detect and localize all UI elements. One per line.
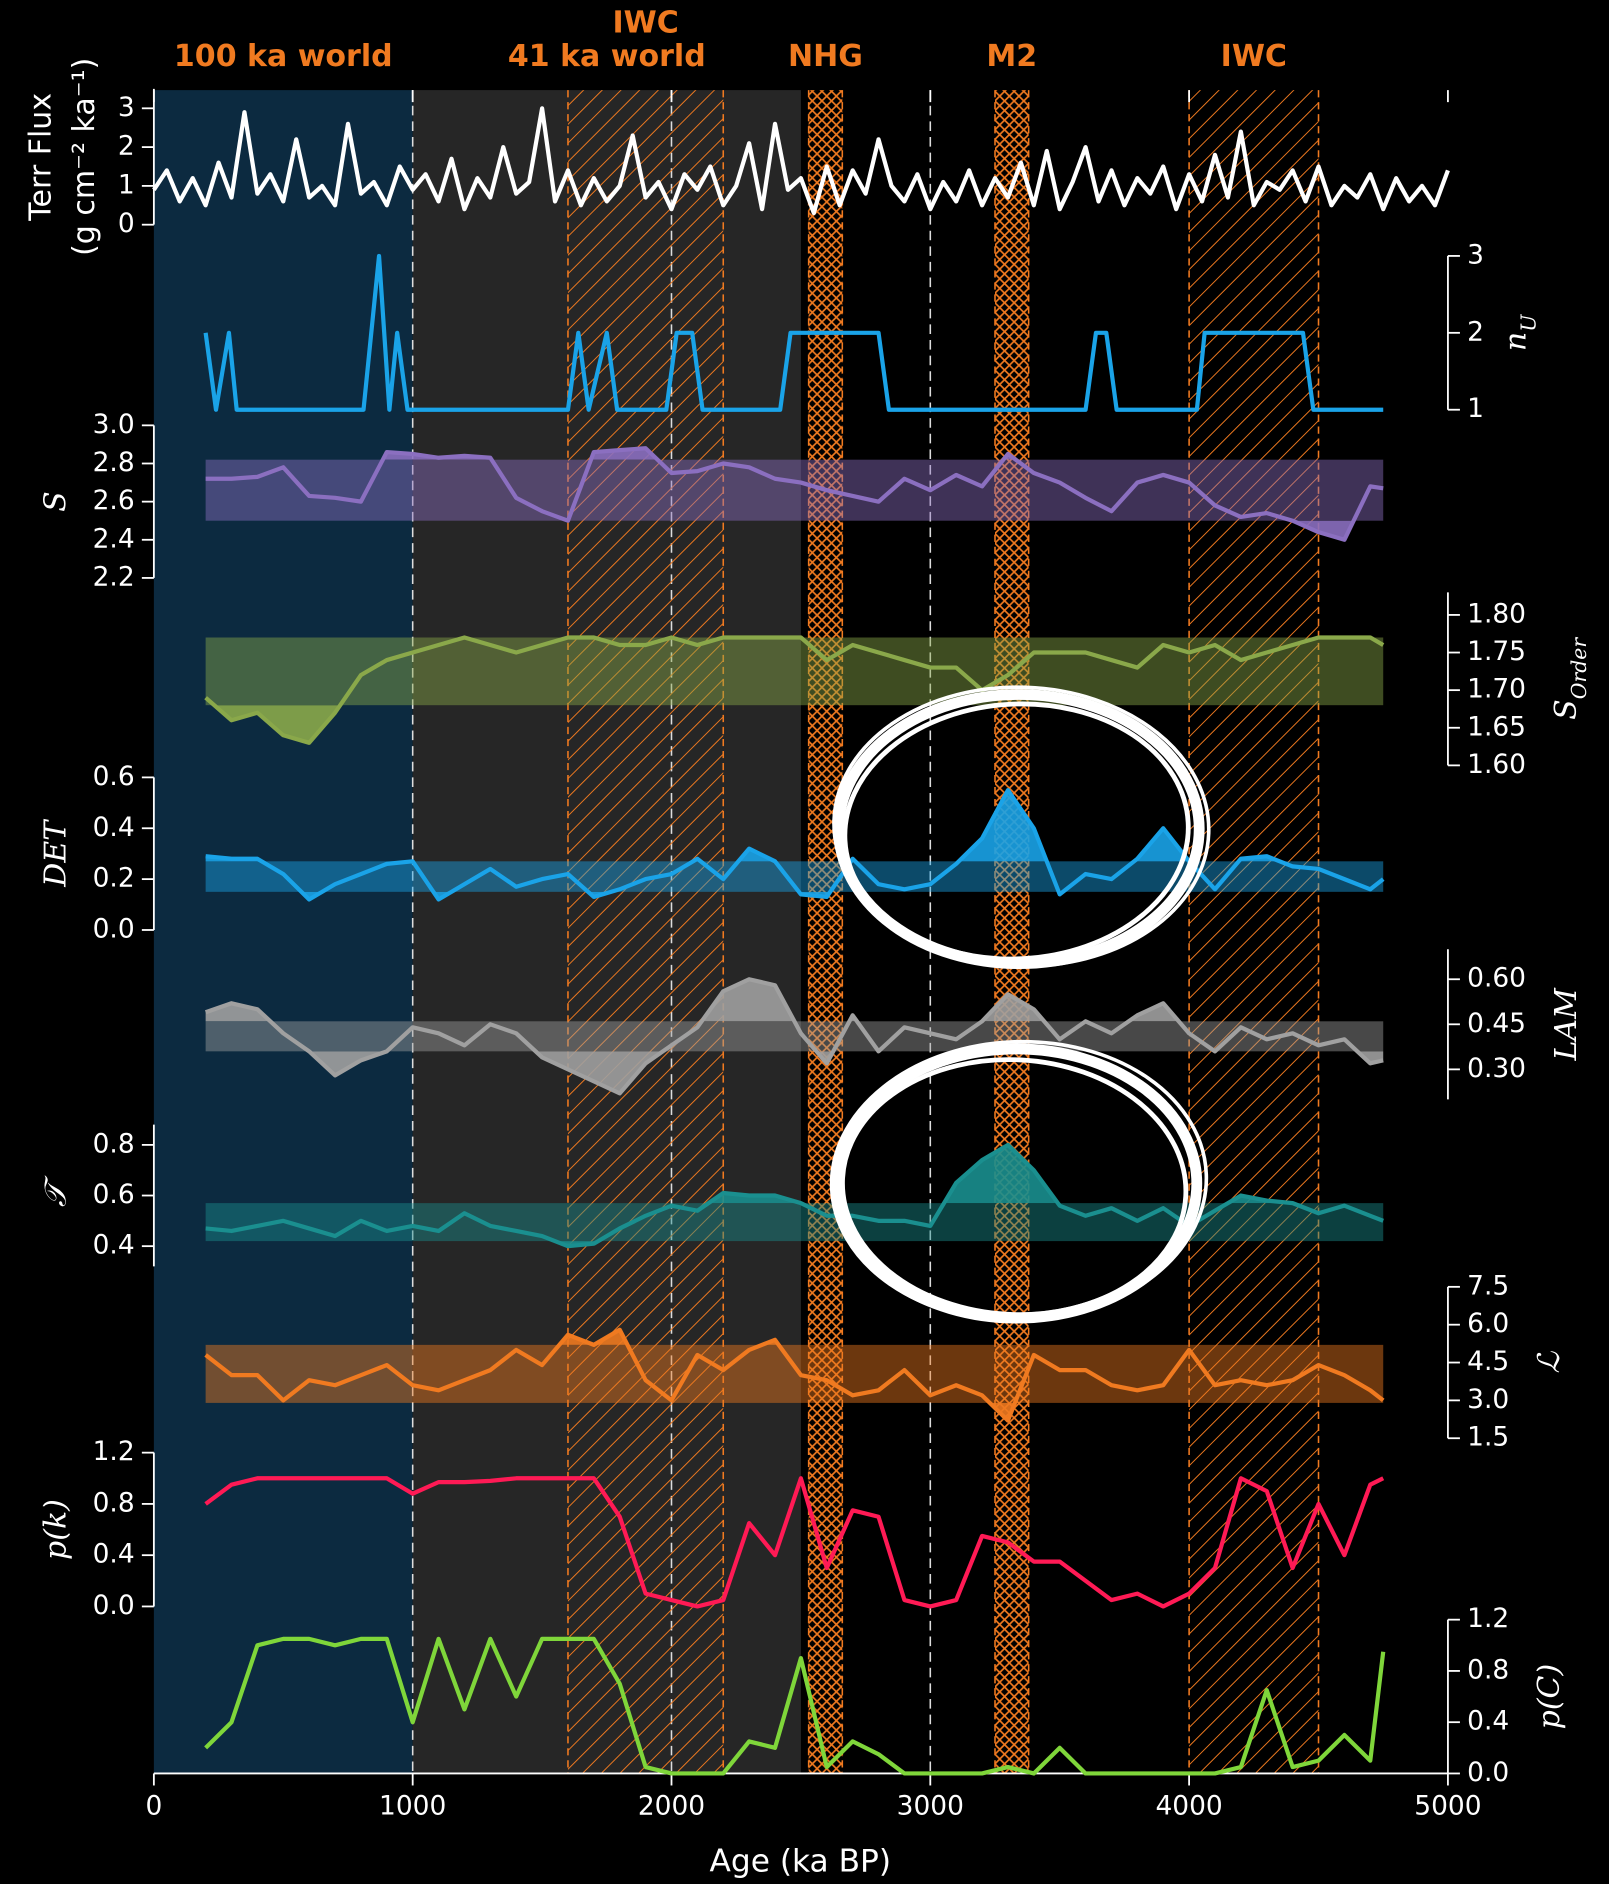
y-axis-title-text: LAM <box>1549 987 1584 1062</box>
y-tick-label: 0.0 <box>1467 1757 1509 1788</box>
y-tick-label: 0.2 <box>93 863 135 894</box>
y-tick-label: 1.2 <box>93 1436 135 1467</box>
y-tick-label: 0.4 <box>93 812 135 843</box>
y-tick-label: 0.6 <box>93 761 135 792</box>
y-axis-title: S <box>39 491 74 512</box>
x-axis-title: Age (ka BP) <box>710 1843 892 1879</box>
band <box>206 1203 1384 1241</box>
y-tick-label: 1.80 <box>1467 598 1526 629</box>
y-axis-title-text: DET <box>39 819 74 888</box>
y-tick-label: 3 <box>118 92 135 123</box>
x-tick-label: 1000 <box>379 1791 446 1822</box>
y-axis-title-text: n <box>1499 332 1534 351</box>
y-tick-label: 2 <box>1467 316 1484 347</box>
y-axis-title: LAM <box>1549 987 1584 1062</box>
y-tick-label: 1.2 <box>1467 1603 1509 1634</box>
y-tick-label: 3 <box>1467 239 1484 270</box>
y-tick-label: 0.0 <box>93 913 135 944</box>
y-axis-title: Terr Flux <box>24 93 59 222</box>
era-region <box>154 90 413 1773</box>
y-tick-label: 2.2 <box>93 561 135 592</box>
y-tick-label: 0.8 <box>93 1128 135 1159</box>
era-label: 100 ka world <box>174 39 393 74</box>
y-axis-title-sub: U <box>1516 314 1540 332</box>
y-axis-title: p(C) <box>1532 1664 1567 1730</box>
x-tick-label: 0 <box>145 1791 162 1822</box>
x-tick-label: 4000 <box>1155 1791 1222 1822</box>
y-tick-label: 0 <box>118 208 135 239</box>
y-tick-label: 1.70 <box>1467 674 1526 705</box>
y-axis-title-text: S <box>1549 699 1584 720</box>
y-axis-title-sub: Order <box>1567 637 1591 700</box>
x-tick-label: 2000 <box>638 1791 705 1822</box>
y-tick-label: 2.8 <box>93 447 135 478</box>
y-axis-title-text: p(k) <box>39 1499 74 1560</box>
y-tick-label: 2 <box>118 131 135 162</box>
x-tick-label: 5000 <box>1414 1791 1481 1822</box>
period-label: IWC <box>612 6 678 41</box>
y-tick-label: 1.5 <box>1467 1422 1509 1453</box>
band <box>206 460 1384 521</box>
hatched-period <box>995 90 1029 1773</box>
y-tick-label: 0.60 <box>1467 963 1526 994</box>
y-axis-title: DET <box>39 819 74 888</box>
y-tick-label: 7.5 <box>1467 1270 1509 1301</box>
y-axis-title: ℒ <box>1532 1350 1567 1373</box>
y-tick-label: 0.30 <box>1467 1053 1526 1084</box>
hatched-period <box>1189 90 1318 1773</box>
y-tick-label: 4.5 <box>1467 1346 1509 1377</box>
period-label: IWC <box>1221 39 1287 74</box>
y-tick-label: 2.6 <box>93 485 135 516</box>
hatched-period <box>568 90 723 1773</box>
y-tick-label: 1 <box>1467 393 1484 424</box>
y-tick-label: 0.4 <box>1467 1706 1509 1737</box>
y-axis-title: p(k) <box>39 1499 74 1560</box>
y-tick-label: 6.0 <box>1467 1308 1509 1339</box>
y-tick-label: 0.6 <box>93 1179 135 1210</box>
y-tick-label: 1.75 <box>1467 636 1526 667</box>
period-label: M2 <box>986 39 1037 74</box>
era-label: 41 ka world <box>508 39 706 74</box>
y-tick-label: 1 <box>118 169 135 200</box>
y-tick-label: 1.60 <box>1467 749 1526 780</box>
y-tick-label: 3.0 <box>1467 1384 1509 1415</box>
y-axis-title: (g cm⁻² ka⁻¹) <box>67 58 102 256</box>
y-tick-label: 0.0 <box>93 1590 135 1621</box>
y-axis-title-text: p(C) <box>1532 1664 1567 1730</box>
y-tick-label: 1.65 <box>1467 711 1526 742</box>
period-label: NHG <box>788 39 863 74</box>
y-tick-label: 0.4 <box>93 1230 135 1261</box>
y-tick-label: 2.4 <box>93 523 135 554</box>
y-tick-label: 0.8 <box>93 1487 135 1518</box>
x-tick-label: 3000 <box>897 1791 964 1822</box>
y-tick-label: 3.0 <box>93 409 135 440</box>
chart: 100 ka world41 ka worldIWCNHGM2IWC 01000… <box>0 0 1609 1884</box>
y-tick-label: 0.4 <box>93 1539 135 1570</box>
y-tick-label: 0.45 <box>1467 1008 1526 1039</box>
y-tick-label: 0.8 <box>1467 1654 1509 1685</box>
y-axis-title-text: ℒ <box>1532 1350 1567 1373</box>
y-axis-title-text: S <box>39 491 74 512</box>
